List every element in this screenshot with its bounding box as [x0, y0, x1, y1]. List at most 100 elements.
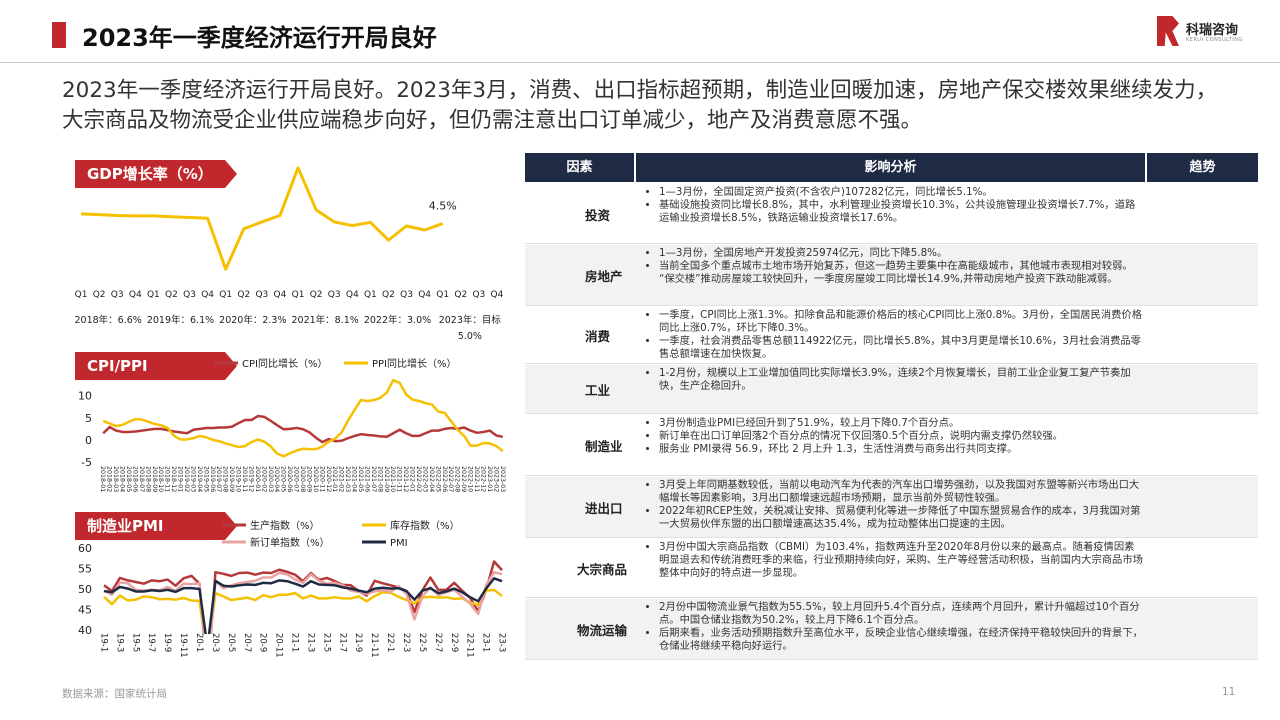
- x-tick-label: Q4: [346, 290, 359, 300]
- analysis-list: 一季度，CPI同比上涨1.3%。扣除食品和能源价格后的核心CPI同比上涨0.8%…: [643, 309, 1143, 361]
- x-tick-label: 2022-01: [409, 466, 416, 492]
- analysis-point: 后期来看，业务活动预期指数升至高位水平，反映企业信心继续增强，在经济保持平稳较快…: [659, 627, 1143, 653]
- x-tick-label: 2020-05: [280, 466, 287, 492]
- table-row: 房地产 1—3月份，全国房地产开发投资25974亿元，同比下降5.8%。当前全国多…: [525, 245, 1258, 306]
- x-tick-label: 2018-05: [125, 466, 132, 492]
- x-tick-label: 2019-01: [177, 466, 184, 492]
- x-tick-label: 2018-06: [131, 466, 138, 492]
- analysis-list: 1—3月份，全国固定资产投资(不含农户)107282亿元，同比增长5.1%。基础…: [643, 186, 1143, 225]
- logo-text: 科瑞咨询: [1186, 23, 1239, 38]
- year-annotation: 2018年：6.6%: [74, 315, 142, 326]
- x-tick-label: Q4: [491, 290, 504, 300]
- x-tick-label: 2019-02: [183, 466, 190, 492]
- x-tick-label: 2020-12: [325, 466, 332, 492]
- x-tick-label: 2019-03: [189, 466, 196, 492]
- x-tick-label: 19-9: [162, 633, 172, 652]
- column-header: 因素: [525, 153, 634, 182]
- x-tick-label: 21-3: [305, 633, 315, 652]
- x-tick-label: Q4: [274, 290, 287, 300]
- x-tick-label: 22-5: [417, 633, 427, 652]
- source-note: 数据来源：国家统计局: [62, 688, 167, 700]
- x-tick-label: Q1: [364, 290, 377, 300]
- x-tick-label: Q2: [382, 290, 395, 300]
- analysis: 2月份中国物流业景气指数为55.5%，较上月回升5.4个百分点，连续两个月回升，…: [643, 601, 1143, 653]
- x-tick-label: 2022-11: [473, 466, 480, 492]
- column-header: 影响分析: [636, 153, 1145, 182]
- x-tick-label: Q3: [255, 290, 268, 300]
- analysis-point: 2022年初RCEP生效，关税减让安排、贸易便利化等进一步降低了中国东盟贸易合作…: [659, 505, 1143, 531]
- x-tick-label: 2018-04: [119, 466, 126, 492]
- logo-subtext: KERUI CONSULTING: [1186, 37, 1243, 43]
- x-tick-label: 23-1: [481, 633, 491, 652]
- x-tick-label: 2021-09: [383, 466, 390, 492]
- x-tick-label: 2022-04: [428, 466, 435, 492]
- analysis-list: 2月份中国物流业景气指数为55.5%，较上月回升5.4个百分点，连续两个月回升，…: [643, 601, 1143, 653]
- data-line: [102, 378, 504, 458]
- x-tick-label: 20-1: [194, 633, 204, 652]
- x-tick-label: 2021-01: [331, 466, 338, 492]
- legend-label: 库存指数（%）: [390, 519, 460, 532]
- x-tick-label: 19-11: [178, 633, 188, 658]
- factor-label: 投资: [585, 207, 611, 223]
- chart-title: CPI/PPI: [75, 352, 237, 380]
- analysis: 1—3月份，全国房地产开发投资25974亿元，同比下降5.8%。当前全国多个重点…: [643, 247, 1143, 286]
- analysis-point: 3月份制造业PMI已经回升到了51.9%，较上月下降0.7个百分点。: [659, 417, 1143, 430]
- x-tick-label: Q1: [292, 290, 305, 300]
- x-tick-label: 22-1: [385, 633, 395, 652]
- factor-label: 大宗商品: [577, 562, 628, 577]
- x-tick-label: Q1: [147, 290, 160, 300]
- x-tick-label: 2021-08: [376, 466, 383, 492]
- x-tick-label: 2020-02: [260, 466, 267, 492]
- table-row: 工业 1-2月份，规模以上工业增加值同比实际增长3.9%，连续2个月恢复增长，目前…: [525, 365, 1258, 414]
- x-tick-label: 20-7: [242, 633, 252, 652]
- y-tick-label: 40: [78, 624, 92, 637]
- legend-label: 生产指数（%）: [250, 519, 320, 532]
- table-row: 消费 一季度，CPI同比上涨1.3%。扣除食品和能源价格后的核心CPI同比上涨0.…: [525, 307, 1258, 364]
- x-tick-label: 2022-09: [460, 466, 467, 492]
- x-tick-label: 2020-06: [286, 466, 293, 492]
- x-tick-label: Q2: [165, 290, 178, 300]
- x-tick-label: 19-5: [130, 633, 140, 652]
- analysis-list: 1—3月份，全国房地产开发投资25974亿元，同比下降5.8%。当前全国多个重点…: [643, 247, 1143, 286]
- x-tick-label: 22-9: [449, 633, 459, 652]
- x-tick-label: 2019-05: [202, 466, 209, 492]
- year-annotation: 2019年：6.1%: [146, 315, 215, 326]
- table-row: 制造业 3月份制造业PMI已经回升到了51.9%，较上月下降0.7个百分点。新订单…: [525, 415, 1258, 476]
- analysis-list: 3月份制造业PMI已经回升到了51.9%，较上月下降0.7个百分点。新订单在出口…: [643, 417, 1143, 456]
- x-tick-label: 2018-08: [144, 466, 151, 492]
- x-tick-label: Q3: [111, 290, 124, 300]
- x-tick-label: 2021-11: [396, 466, 403, 492]
- chart-title: GDP增长率（%）: [75, 160, 237, 188]
- value-label: 4.5%: [429, 200, 457, 213]
- x-tick-label: 2021-04: [351, 466, 358, 492]
- analysis-point: 新订单在出口订单回落2个百分点的情况下仅回落0.5个百分点，说明内需支撑仍然较强…: [659, 430, 1143, 443]
- x-tick-label: 21-9: [353, 633, 363, 652]
- analysis: 一季度，CPI同比上涨1.3%。扣除食品和能源价格后的核心CPI同比上涨0.8%…: [643, 309, 1143, 361]
- x-tick-label: 2020-10: [312, 466, 319, 492]
- x-tick-label: 19-1: [98, 633, 108, 652]
- x-tick-label: 21-7: [337, 633, 347, 652]
- x-tick-label: 22-11: [465, 633, 475, 658]
- x-tick-label: 2018-12: [170, 466, 177, 492]
- x-tick-label: 2021-12: [402, 466, 409, 492]
- x-tick-label: 2022-02: [415, 466, 422, 492]
- x-tick-label: Q2: [237, 290, 250, 300]
- analysis-point: 一季度，社会消费品零售总额114922亿元，同比增长5.8%，其中3月更是增长1…: [659, 335, 1143, 361]
- data-line: [103, 577, 503, 634]
- header-rule: [0, 62, 1280, 63]
- table-row: 投资 1—3月份，全国固定资产投资(不含农户)107282亿元，同比增长5.1%。…: [525, 184, 1258, 244]
- x-tick-label: Q2: [310, 290, 323, 300]
- x-tick-label: Q1: [436, 290, 449, 300]
- x-tick-label: 2019-10: [235, 466, 242, 492]
- legend-label: PMI: [390, 538, 408, 549]
- x-tick-label: Q1: [219, 290, 232, 300]
- analysis-list: 3月份中国大宗商品指数（CBMI）为103.4%，指数两连升至2020年8月份以…: [643, 541, 1143, 580]
- x-tick-label: Q3: [183, 290, 196, 300]
- x-tick-label: 2022-03: [421, 466, 428, 492]
- x-tick-label: 2022-06: [441, 466, 448, 492]
- year-annotation: 2023年：目标5.0%: [438, 315, 501, 342]
- x-tick-label: Q2: [93, 290, 106, 300]
- y-tick-label: 0: [85, 434, 92, 447]
- x-tick-label: 2021-07: [370, 466, 377, 492]
